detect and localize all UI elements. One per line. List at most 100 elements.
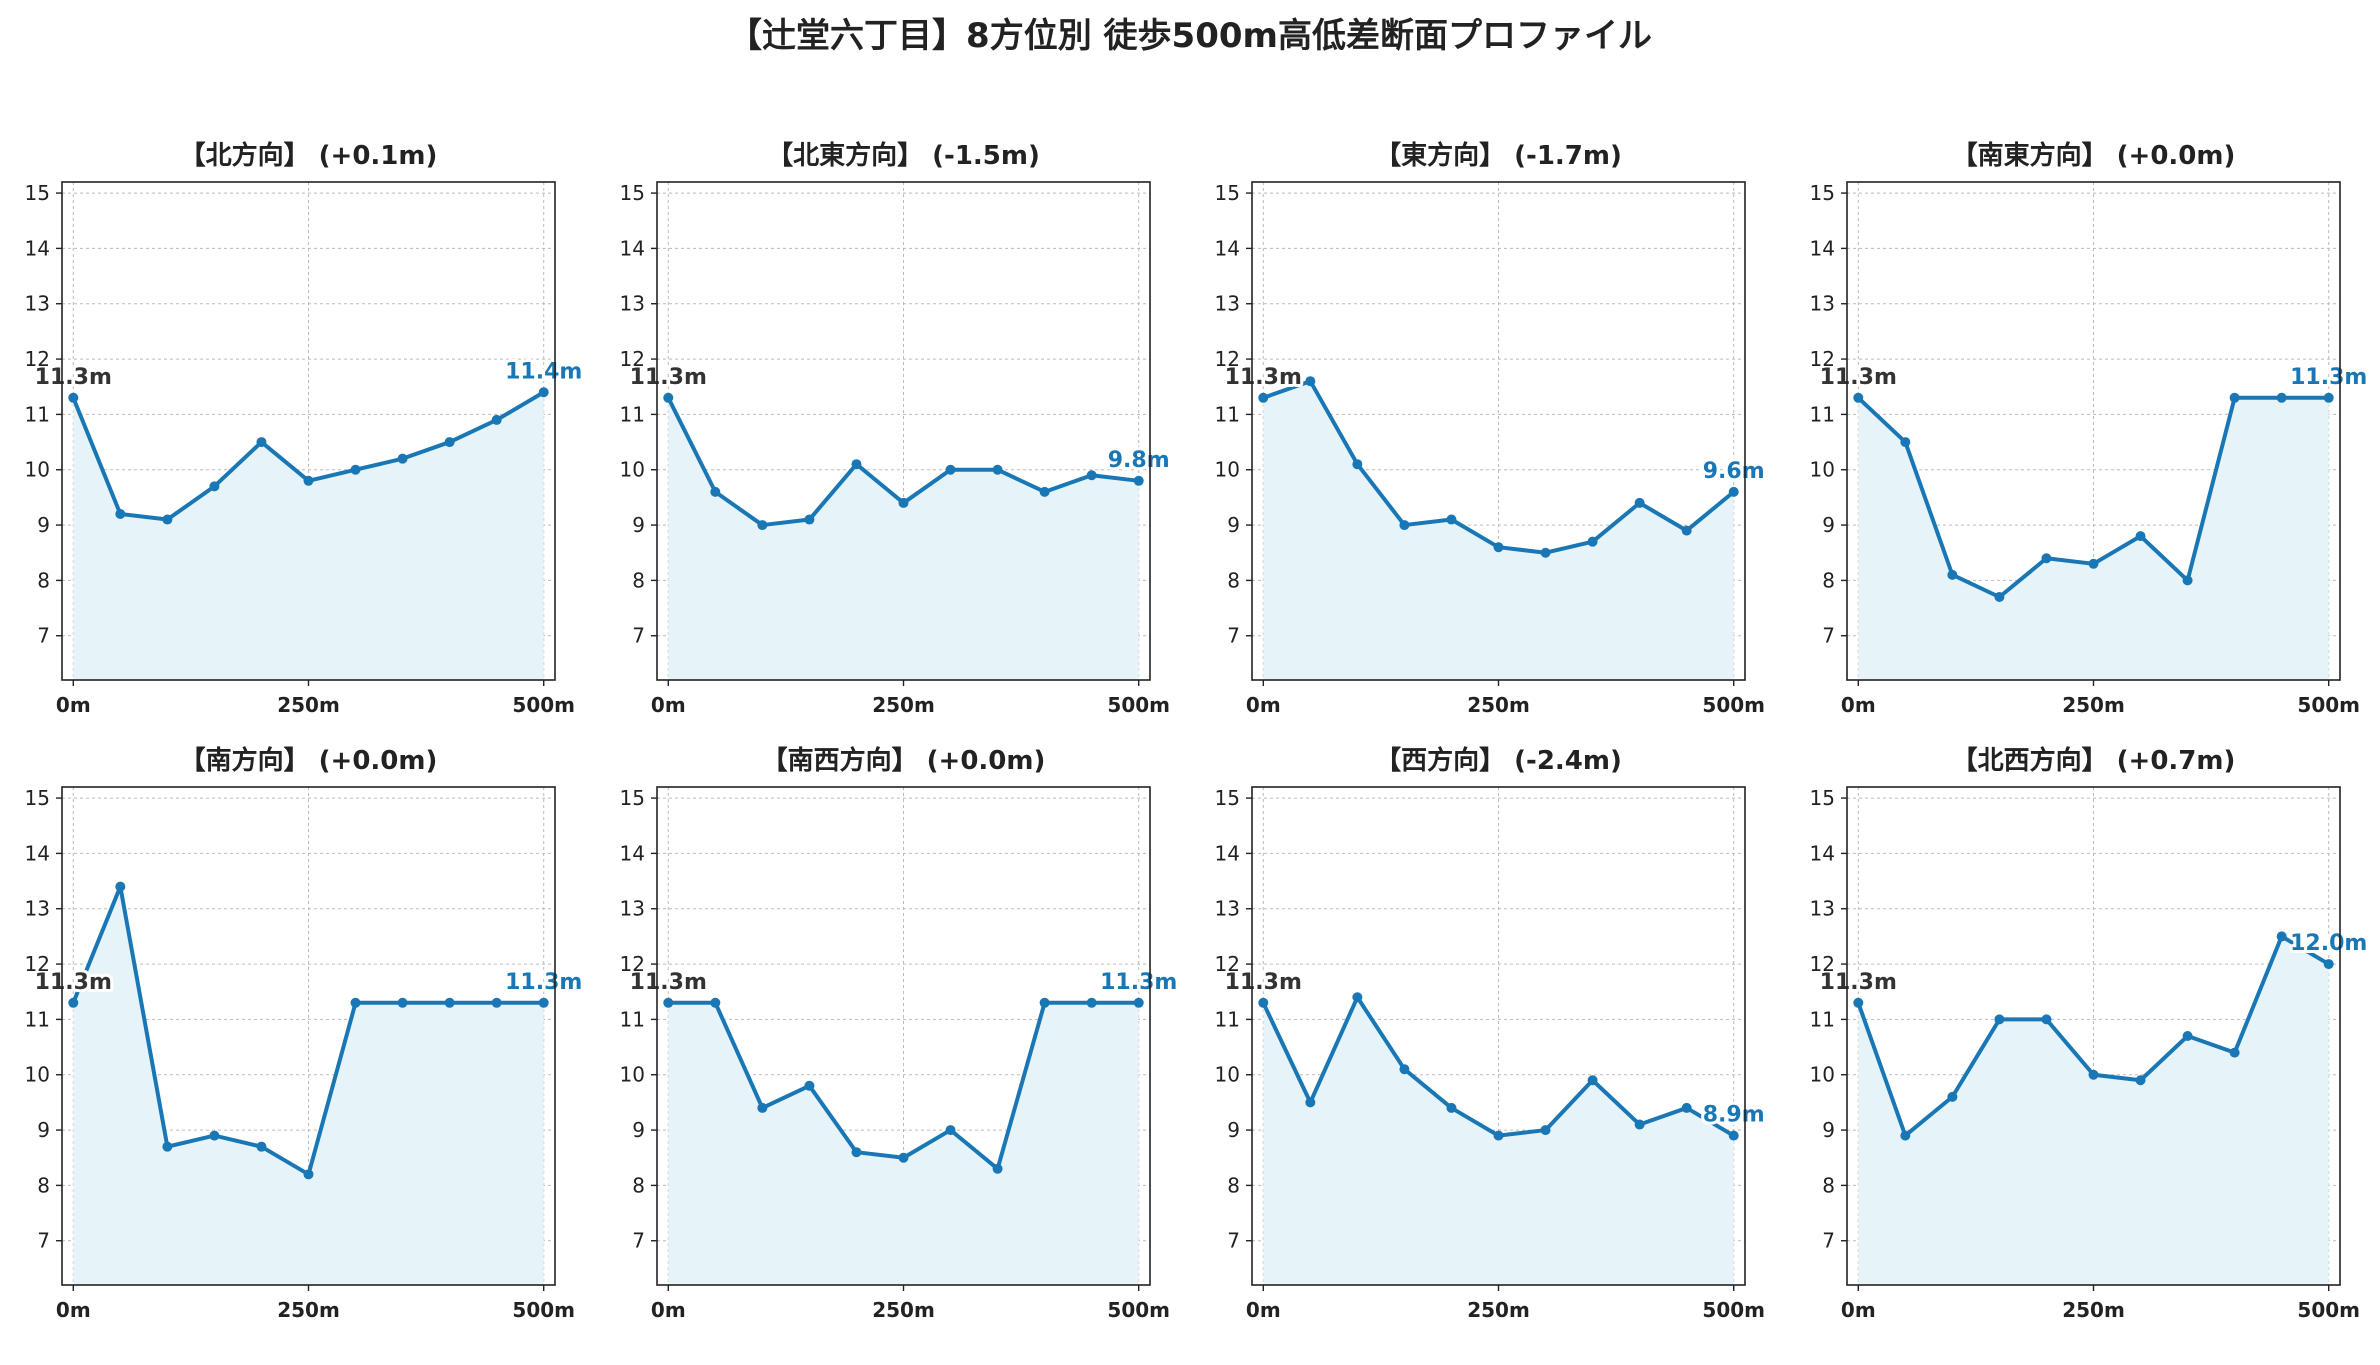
data-point xyxy=(710,997,721,1008)
y-tick-label: 11 xyxy=(25,402,50,426)
y-tick-label: 8 xyxy=(1822,568,1835,592)
data-point xyxy=(1133,475,1144,486)
data-point xyxy=(2135,531,2146,542)
data-point xyxy=(162,1141,173,1152)
end-elevation-label: 11.3m xyxy=(2290,365,2367,390)
y-tick-label: 8 xyxy=(37,1173,50,1197)
data-point xyxy=(1399,1064,1410,1075)
y-tick-label: 7 xyxy=(37,624,50,648)
x-tick-label: 0m xyxy=(651,1298,686,1322)
y-tick-label: 14 xyxy=(620,841,645,865)
y-tick-label: 12 xyxy=(25,952,50,976)
y-tick-label: 11 xyxy=(1215,1007,1240,1031)
start-elevation-label: 11.3m xyxy=(630,970,707,995)
y-tick-label: 13 xyxy=(620,897,645,921)
x-tick-label: 500m xyxy=(1702,693,1765,717)
data-point xyxy=(256,437,267,448)
data-point xyxy=(945,464,956,475)
y-tick-label: 11 xyxy=(1810,1007,1835,1031)
data-point xyxy=(115,881,126,892)
data-point xyxy=(1305,376,1316,387)
x-tick-label: 250m xyxy=(1467,1298,1530,1322)
data-point xyxy=(538,387,549,398)
data-point xyxy=(2229,392,2240,403)
x-tick-label: 0m xyxy=(56,1298,91,1322)
y-tick-label: 11 xyxy=(620,402,645,426)
data-point xyxy=(1086,470,1097,481)
data-point xyxy=(2088,558,2099,569)
data-point xyxy=(68,997,79,1008)
y-tick-label: 12 xyxy=(1810,952,1835,976)
data-point xyxy=(303,1169,314,1180)
x-tick-label: 0m xyxy=(1841,693,1876,717)
chart-panel: 【南西方向】 (+0.0m) 11.3m 11.3m 7 8 9 10 11 12 13 14 15 0… xyxy=(595,725,1190,1365)
end-elevation-label: 11.4m xyxy=(505,359,582,384)
y-tick-label: 15 xyxy=(25,786,50,810)
y-tick-label: 10 xyxy=(1810,1063,1835,1087)
y-tick-label: 9 xyxy=(37,513,50,537)
data-point xyxy=(2276,931,2287,942)
y-tick-label: 12 xyxy=(620,952,645,976)
y-tick-label: 8 xyxy=(632,1173,645,1197)
data-point xyxy=(444,437,455,448)
y-tick-label: 8 xyxy=(1822,1173,1835,1197)
x-tick-label: 250m xyxy=(2062,1298,2125,1322)
data-point xyxy=(2041,1014,2052,1025)
data-point xyxy=(1994,592,2005,602)
data-point xyxy=(945,1125,956,1136)
data-point xyxy=(757,1102,768,1113)
y-tick-label: 7 xyxy=(1822,624,1835,648)
y-tick-label: 7 xyxy=(1227,1229,1240,1253)
y-tick-label: 14 xyxy=(25,841,50,865)
y-tick-label: 15 xyxy=(1810,786,1835,810)
y-tick-label: 9 xyxy=(1227,1118,1240,1142)
start-elevation-label: 11.3m xyxy=(35,365,112,390)
y-tick-label: 7 xyxy=(632,624,645,648)
data-point xyxy=(1947,569,1958,580)
y-tick-label: 10 xyxy=(25,458,50,482)
data-point xyxy=(1133,997,1144,1008)
x-tick-label: 0m xyxy=(1246,1298,1281,1322)
area-fill xyxy=(668,1002,1139,1285)
subplot-title: 【西方向】 (-2.4m) xyxy=(1375,745,1622,776)
y-tick-label: 12 xyxy=(1215,952,1240,976)
end-elevation-label: 9.8m xyxy=(1108,448,1170,473)
y-tick-label: 10 xyxy=(620,458,645,482)
chart-svg: 【南西方向】 (+0.0m) 11.3m 11.3m 7 8 9 10 11 12 13 14 15 0… xyxy=(620,745,1181,1322)
data-point xyxy=(491,414,502,425)
y-tick-label: 9 xyxy=(1822,1118,1835,1142)
data-point xyxy=(710,486,721,497)
data-point xyxy=(1587,1075,1598,1086)
data-point xyxy=(1493,542,1504,553)
data-point xyxy=(209,1130,220,1141)
y-tick-label: 7 xyxy=(37,1229,50,1253)
x-tick-label: 250m xyxy=(277,1298,340,1322)
y-tick-label: 13 xyxy=(1810,897,1835,921)
data-point xyxy=(397,453,408,464)
data-point xyxy=(1900,437,1911,448)
data-point xyxy=(851,459,862,470)
data-point xyxy=(1634,497,1645,508)
subplot-title: 【北方向】 (+0.1m) xyxy=(180,140,438,171)
data-point xyxy=(1039,997,1050,1008)
y-tick-label: 15 xyxy=(1215,181,1240,205)
y-tick-label: 9 xyxy=(632,1118,645,1142)
y-tick-label: 9 xyxy=(1822,513,1835,537)
y-tick-label: 13 xyxy=(1810,292,1835,316)
data-point xyxy=(538,997,549,1008)
data-point xyxy=(804,514,815,525)
end-elevation-label: 8.9m xyxy=(1703,1103,1765,1128)
y-tick-label: 10 xyxy=(1810,458,1835,482)
x-tick-label: 250m xyxy=(277,693,340,717)
y-tick-label: 7 xyxy=(1227,624,1240,648)
data-point xyxy=(303,475,314,486)
y-tick-label: 9 xyxy=(1227,513,1240,537)
chart-panel: 【西方向】 (-2.4m) 11.3m 8.9m 7 8 9 10 11 12 13 14 15 0m 2… xyxy=(1190,725,1785,1365)
chart-panel: 【北西方向】 (+0.7m) 11.3m 12.0m 7 8 9 10 11 12 13 14 15 0… xyxy=(1785,725,2380,1365)
x-tick-label: 500m xyxy=(2297,1298,2360,1322)
data-point xyxy=(1900,1130,1911,1141)
data-point xyxy=(663,997,674,1008)
x-tick-label: 500m xyxy=(512,1298,575,1322)
data-point xyxy=(2276,392,2287,403)
y-tick-label: 14 xyxy=(1215,841,1240,865)
